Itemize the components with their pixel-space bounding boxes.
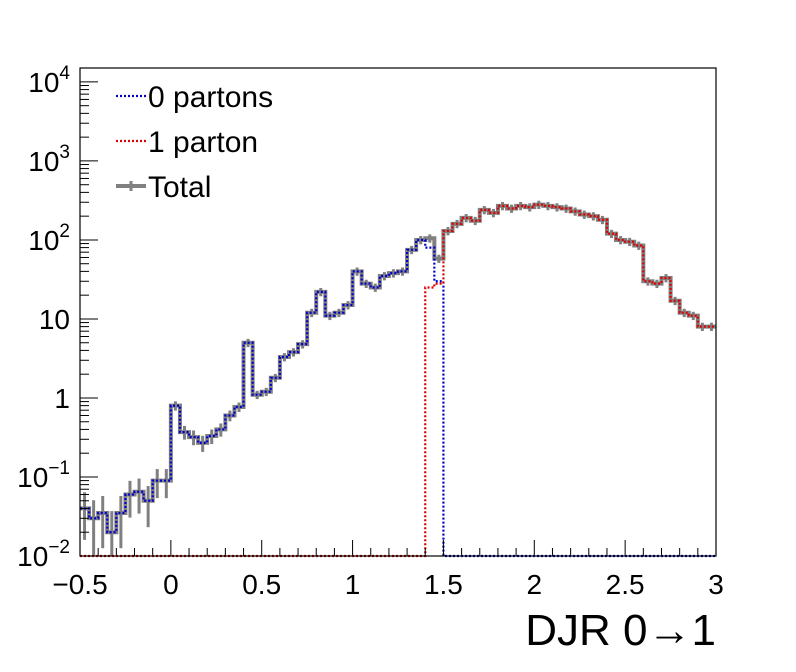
x-tick-label: 2 xyxy=(526,569,542,600)
y-tick-label: 10−1 xyxy=(17,458,70,493)
x-tick-label: 1.5 xyxy=(424,569,463,600)
x-tick-label: 1 xyxy=(345,569,361,600)
y-tick-label: 10 xyxy=(39,304,70,335)
legend-label: Total xyxy=(148,171,211,204)
series-line-1-parton xyxy=(80,203,716,558)
x-tick-label: 2.5 xyxy=(606,569,645,600)
x-tick-label: −0.5 xyxy=(52,569,107,600)
y-tick-label: 102 xyxy=(28,221,70,256)
y-tick-label: 1 xyxy=(54,383,70,414)
legend: 0 partons 1 parton Total xyxy=(116,81,273,204)
x-tick-label: 3 xyxy=(708,569,724,600)
series-line-0-partons xyxy=(80,238,716,558)
legend-label: 0 partons xyxy=(148,81,273,114)
y-tick-label: 10−2 xyxy=(17,537,70,572)
axes-layer: −0.5 0 0.5 1 1.5 2 2.5 3 10−2 10−1 1 10 102 103 104 xyxy=(17,63,724,600)
x-tick-label: 0 xyxy=(163,569,179,600)
data-layer xyxy=(80,200,716,558)
y-tick-label: 104 xyxy=(28,63,70,98)
plot-frame xyxy=(79,67,717,557)
y-tick-label: 103 xyxy=(28,142,70,177)
series-line-total xyxy=(80,202,716,535)
legend-label: 1 parton xyxy=(148,126,258,159)
x-tick-label: 0.5 xyxy=(242,569,281,600)
x-axis-title: DJR 0→1 xyxy=(525,606,716,655)
